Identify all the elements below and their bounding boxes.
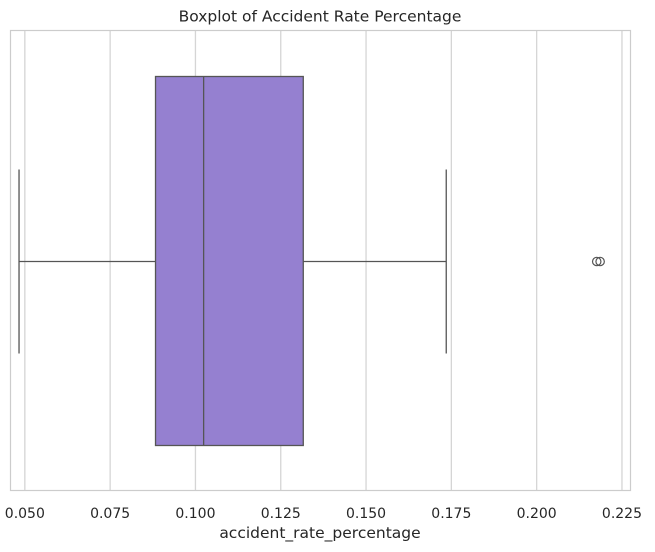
chart-title: Boxplot of Accident Rate Percentage bbox=[179, 8, 462, 26]
outlier-point-0 bbox=[591, 256, 602, 267]
grid-lines bbox=[24, 30, 623, 491]
x-tick-label-1: 0.075 bbox=[90, 506, 130, 522]
box-plot bbox=[18, 75, 605, 447]
x-tick-label-2: 0.100 bbox=[175, 506, 215, 522]
plot-frame bbox=[9, 29, 632, 492]
x-tick-label-0: 0.050 bbox=[5, 506, 45, 522]
x-tick-label-3: 0.125 bbox=[261, 506, 301, 522]
x-tick-label-6: 0.200 bbox=[517, 506, 557, 522]
x-tick-label-5: 0.175 bbox=[431, 506, 471, 522]
x-tick-labels: 0.050 0.075 0.100 0.125 0.150 0.175 0.200 0.225 bbox=[5, 506, 642, 522]
x-tick-label-4: 0.150 bbox=[346, 506, 386, 522]
iqr-box bbox=[154, 75, 304, 447]
outlier-point-1 bbox=[595, 256, 605, 267]
x-tick-label-7: 0.225 bbox=[602, 506, 642, 522]
x-axis-title: accident_rate_percentage bbox=[219, 524, 420, 543]
